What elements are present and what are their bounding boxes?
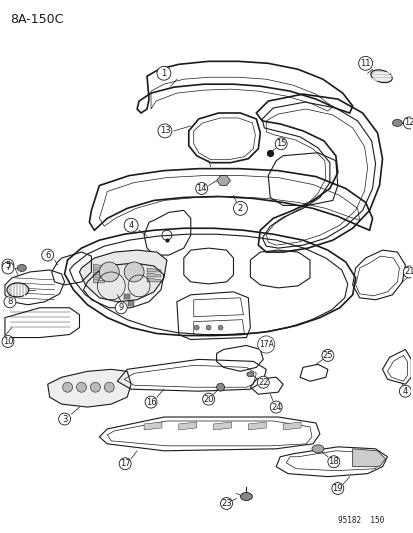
- Circle shape: [4, 296, 16, 308]
- Circle shape: [220, 497, 232, 510]
- Text: 13: 13: [159, 126, 170, 135]
- Text: 20: 20: [203, 394, 214, 403]
- Polygon shape: [147, 273, 161, 277]
- Circle shape: [2, 259, 14, 271]
- Circle shape: [233, 201, 247, 215]
- Polygon shape: [93, 264, 104, 268]
- Ellipse shape: [240, 492, 252, 500]
- Polygon shape: [93, 279, 104, 283]
- Circle shape: [321, 350, 333, 361]
- Text: 24: 24: [270, 402, 281, 411]
- Polygon shape: [213, 422, 231, 430]
- Text: 2: 2: [237, 204, 242, 213]
- Circle shape: [76, 382, 86, 392]
- Text: 10: 10: [3, 337, 13, 346]
- Ellipse shape: [311, 445, 323, 453]
- Text: 18: 18: [328, 457, 338, 466]
- Circle shape: [119, 458, 131, 470]
- Circle shape: [206, 325, 211, 330]
- Polygon shape: [93, 274, 104, 278]
- Text: 19: 19: [332, 484, 342, 493]
- Polygon shape: [352, 449, 385, 467]
- Ellipse shape: [7, 283, 29, 297]
- Circle shape: [157, 66, 171, 80]
- Circle shape: [257, 376, 268, 388]
- FancyBboxPatch shape: [124, 294, 130, 299]
- Circle shape: [104, 382, 114, 392]
- Circle shape: [218, 325, 223, 330]
- Ellipse shape: [17, 264, 26, 271]
- Text: 14: 14: [196, 184, 206, 193]
- Circle shape: [402, 266, 413, 278]
- Ellipse shape: [392, 119, 401, 126]
- Text: 8: 8: [7, 297, 12, 306]
- Text: 16: 16: [145, 398, 156, 407]
- Circle shape: [402, 117, 413, 129]
- Text: 4: 4: [128, 221, 133, 230]
- Polygon shape: [144, 422, 161, 430]
- Circle shape: [124, 262, 144, 282]
- Circle shape: [59, 413, 70, 425]
- Text: 7: 7: [5, 263, 11, 272]
- Circle shape: [124, 219, 138, 232]
- Text: 12: 12: [403, 118, 413, 127]
- FancyBboxPatch shape: [128, 301, 134, 306]
- Text: 1: 1: [161, 69, 166, 78]
- Circle shape: [331, 482, 343, 495]
- Circle shape: [358, 56, 372, 70]
- Text: 21: 21: [403, 268, 413, 277]
- Ellipse shape: [246, 372, 253, 377]
- Text: 15: 15: [275, 139, 286, 148]
- Polygon shape: [47, 369, 131, 407]
- Text: 8A-150C: 8A-150C: [10, 13, 63, 26]
- Circle shape: [2, 336, 14, 348]
- Polygon shape: [147, 268, 161, 272]
- Circle shape: [62, 382, 72, 392]
- Ellipse shape: [370, 70, 391, 83]
- Polygon shape: [79, 250, 166, 302]
- Circle shape: [158, 124, 171, 138]
- Circle shape: [216, 383, 224, 391]
- Circle shape: [195, 182, 207, 195]
- Circle shape: [115, 302, 127, 314]
- Circle shape: [275, 138, 287, 150]
- Circle shape: [42, 249, 54, 261]
- Text: 22: 22: [257, 378, 268, 387]
- Circle shape: [145, 396, 157, 408]
- Text: 23: 23: [221, 499, 231, 508]
- Circle shape: [202, 393, 214, 405]
- Circle shape: [194, 325, 199, 330]
- Polygon shape: [248, 422, 266, 430]
- Polygon shape: [93, 269, 104, 273]
- Circle shape: [2, 262, 14, 274]
- Circle shape: [270, 401, 282, 413]
- Polygon shape: [216, 175, 230, 185]
- Circle shape: [399, 385, 411, 397]
- Text: 17: 17: [120, 459, 130, 468]
- Text: 11: 11: [359, 59, 370, 68]
- Text: 6: 6: [45, 251, 50, 260]
- Text: 25: 25: [322, 351, 332, 360]
- Text: 95182  150: 95182 150: [337, 516, 383, 525]
- Circle shape: [99, 262, 119, 282]
- Text: 3: 3: [62, 415, 67, 424]
- Text: 5: 5: [5, 261, 11, 270]
- Polygon shape: [282, 422, 300, 430]
- Polygon shape: [147, 278, 161, 282]
- Polygon shape: [178, 422, 196, 430]
- Circle shape: [327, 456, 339, 467]
- Text: 9: 9: [118, 303, 123, 312]
- Text: 4: 4: [402, 386, 407, 395]
- Text: 17A: 17A: [258, 340, 273, 349]
- Circle shape: [90, 382, 100, 392]
